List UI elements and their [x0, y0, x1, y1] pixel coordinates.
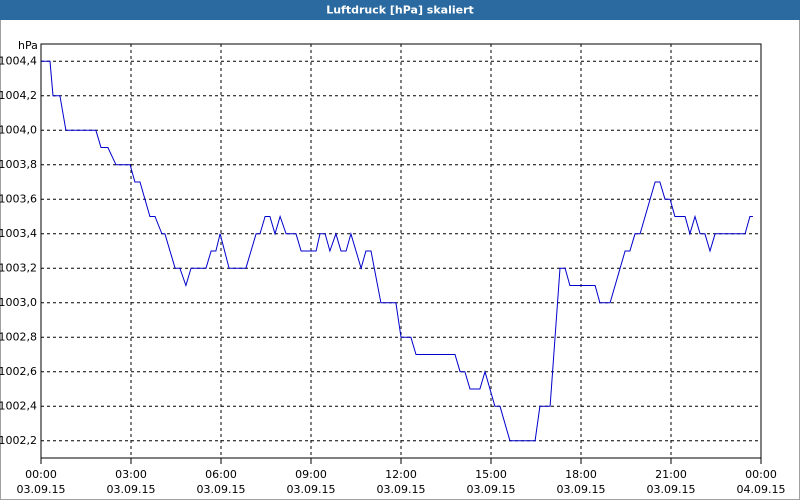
x-tick-label: 15:00	[475, 468, 507, 481]
x-tick-label: 03.09.15	[377, 483, 426, 496]
x-tick-label: 00:00	[25, 468, 57, 481]
y-tick-label: 1003,8	[0, 158, 37, 171]
x-tick-label: 09:00	[295, 468, 327, 481]
x-tick-label: 03.09.15	[557, 483, 606, 496]
y-tick-label: 1002,2	[0, 434, 37, 447]
x-tick-label: 00:00	[745, 468, 777, 481]
y-tick-label: 1003,4	[0, 227, 37, 240]
y-tick-label: 1002,4	[0, 399, 37, 412]
y-tick-label: 1002,6	[0, 365, 37, 378]
x-tick-label: 03.09.15	[197, 483, 246, 496]
y-tick-label: 1004,0	[0, 123, 37, 136]
y-tick-label: 1004,2	[0, 89, 37, 102]
x-tick-label: 03.09.15	[647, 483, 696, 496]
x-tick-label: 06:00	[205, 468, 237, 481]
y-tick-label: 1003,2	[0, 261, 37, 274]
x-tick-label: 03:00	[115, 468, 147, 481]
data-line	[41, 60, 753, 442]
x-tick-label: 18:00	[565, 468, 597, 481]
x-tick-label: 03.09.15	[17, 483, 66, 496]
x-tick-label: 03.09.15	[107, 483, 156, 496]
y-tick-label: 1004,4	[0, 54, 37, 67]
y-tick-label: 1002,8	[0, 330, 37, 343]
x-tick-label: 04.09.15	[737, 483, 786, 496]
y-axis-label: hPa	[18, 39, 38, 52]
x-tick-label: 03.09.15	[287, 483, 336, 496]
x-tick-label: 21:00	[655, 468, 687, 481]
x-tick-label: 03.09.15	[467, 483, 516, 496]
y-tick-label: 1003,6	[0, 192, 37, 205]
chart-title: Luftdruck [hPa] skaliert	[326, 4, 474, 17]
title-bar	[0, 0, 800, 20]
x-tick-label: 12:00	[385, 468, 417, 481]
y-tick-label: 1003,0	[0, 296, 37, 309]
